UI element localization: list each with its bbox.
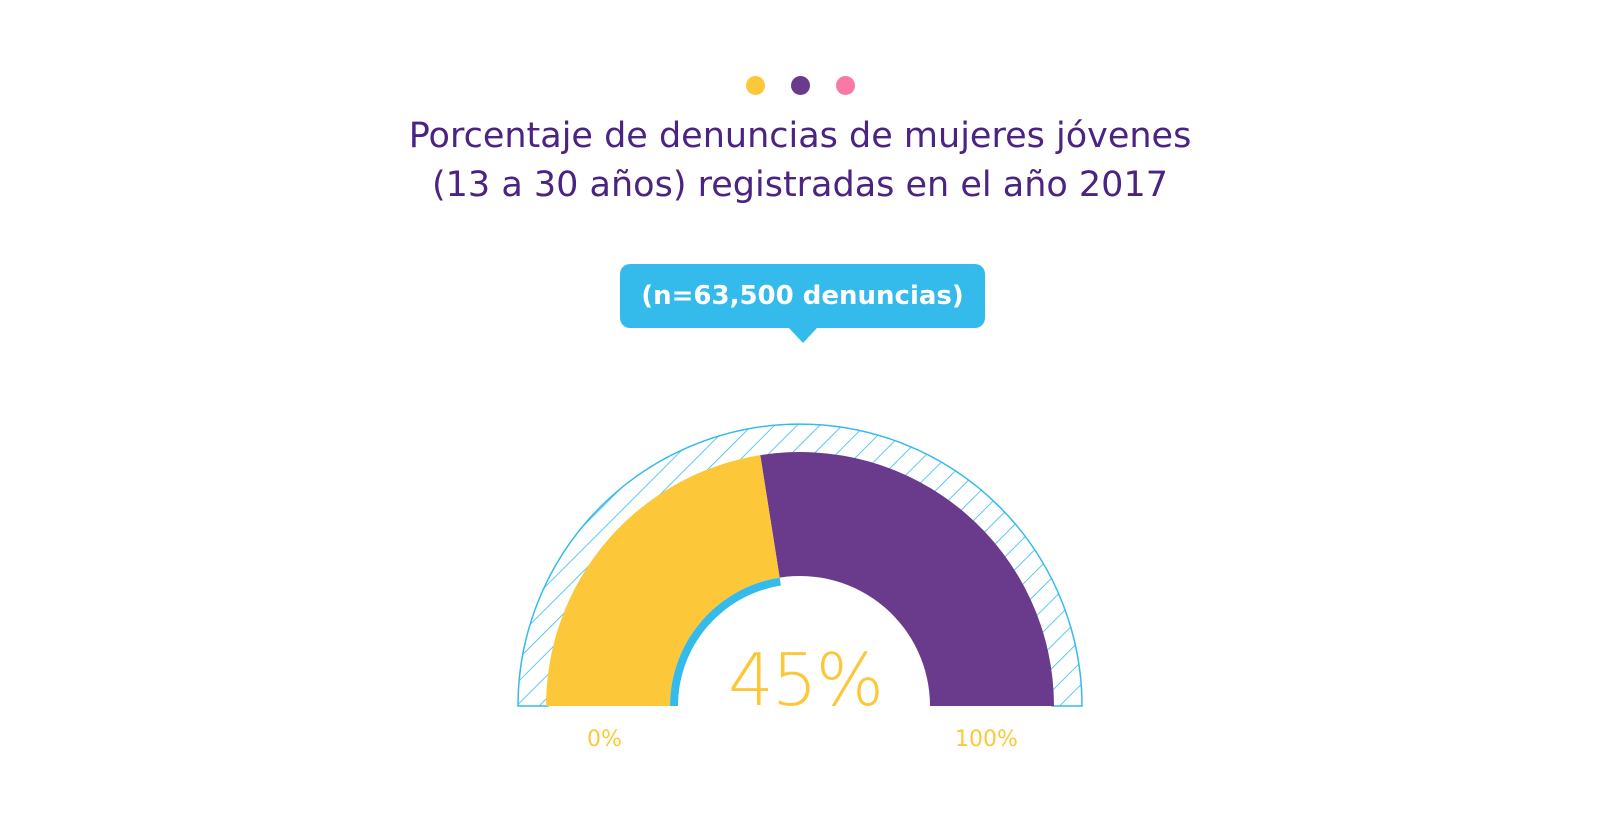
gauge-max-label: 100% bbox=[955, 727, 1018, 752]
gauge-inner-accent-arc bbox=[670, 577, 781, 706]
chart-title: Porcentaje de denuncias de mujeres jóven… bbox=[0, 112, 1600, 210]
pink-dot bbox=[835, 76, 855, 95]
gauge-value-label: 45% bbox=[727, 638, 884, 722]
gauge-value-arc bbox=[546, 455, 780, 706]
sample-size-callout: (n=63,500 denuncias) bbox=[620, 264, 985, 328]
yellow-dot bbox=[745, 76, 765, 95]
purple-dot bbox=[790, 76, 810, 95]
gauge-min-label: 0% bbox=[587, 727, 622, 752]
chart-title-line-1: Porcentaje de denuncias de mujeres jóven… bbox=[408, 116, 1192, 156]
decorative-dots bbox=[0, 76, 1600, 96]
sample-size-text: (n=63,500 denuncias) bbox=[641, 281, 964, 311]
gauge-remaining-arc bbox=[760, 451, 1054, 706]
chart-title-line-2: (13 a 30 años) registradas en el año 201… bbox=[432, 165, 1168, 205]
callout-pointer bbox=[789, 328, 817, 343]
